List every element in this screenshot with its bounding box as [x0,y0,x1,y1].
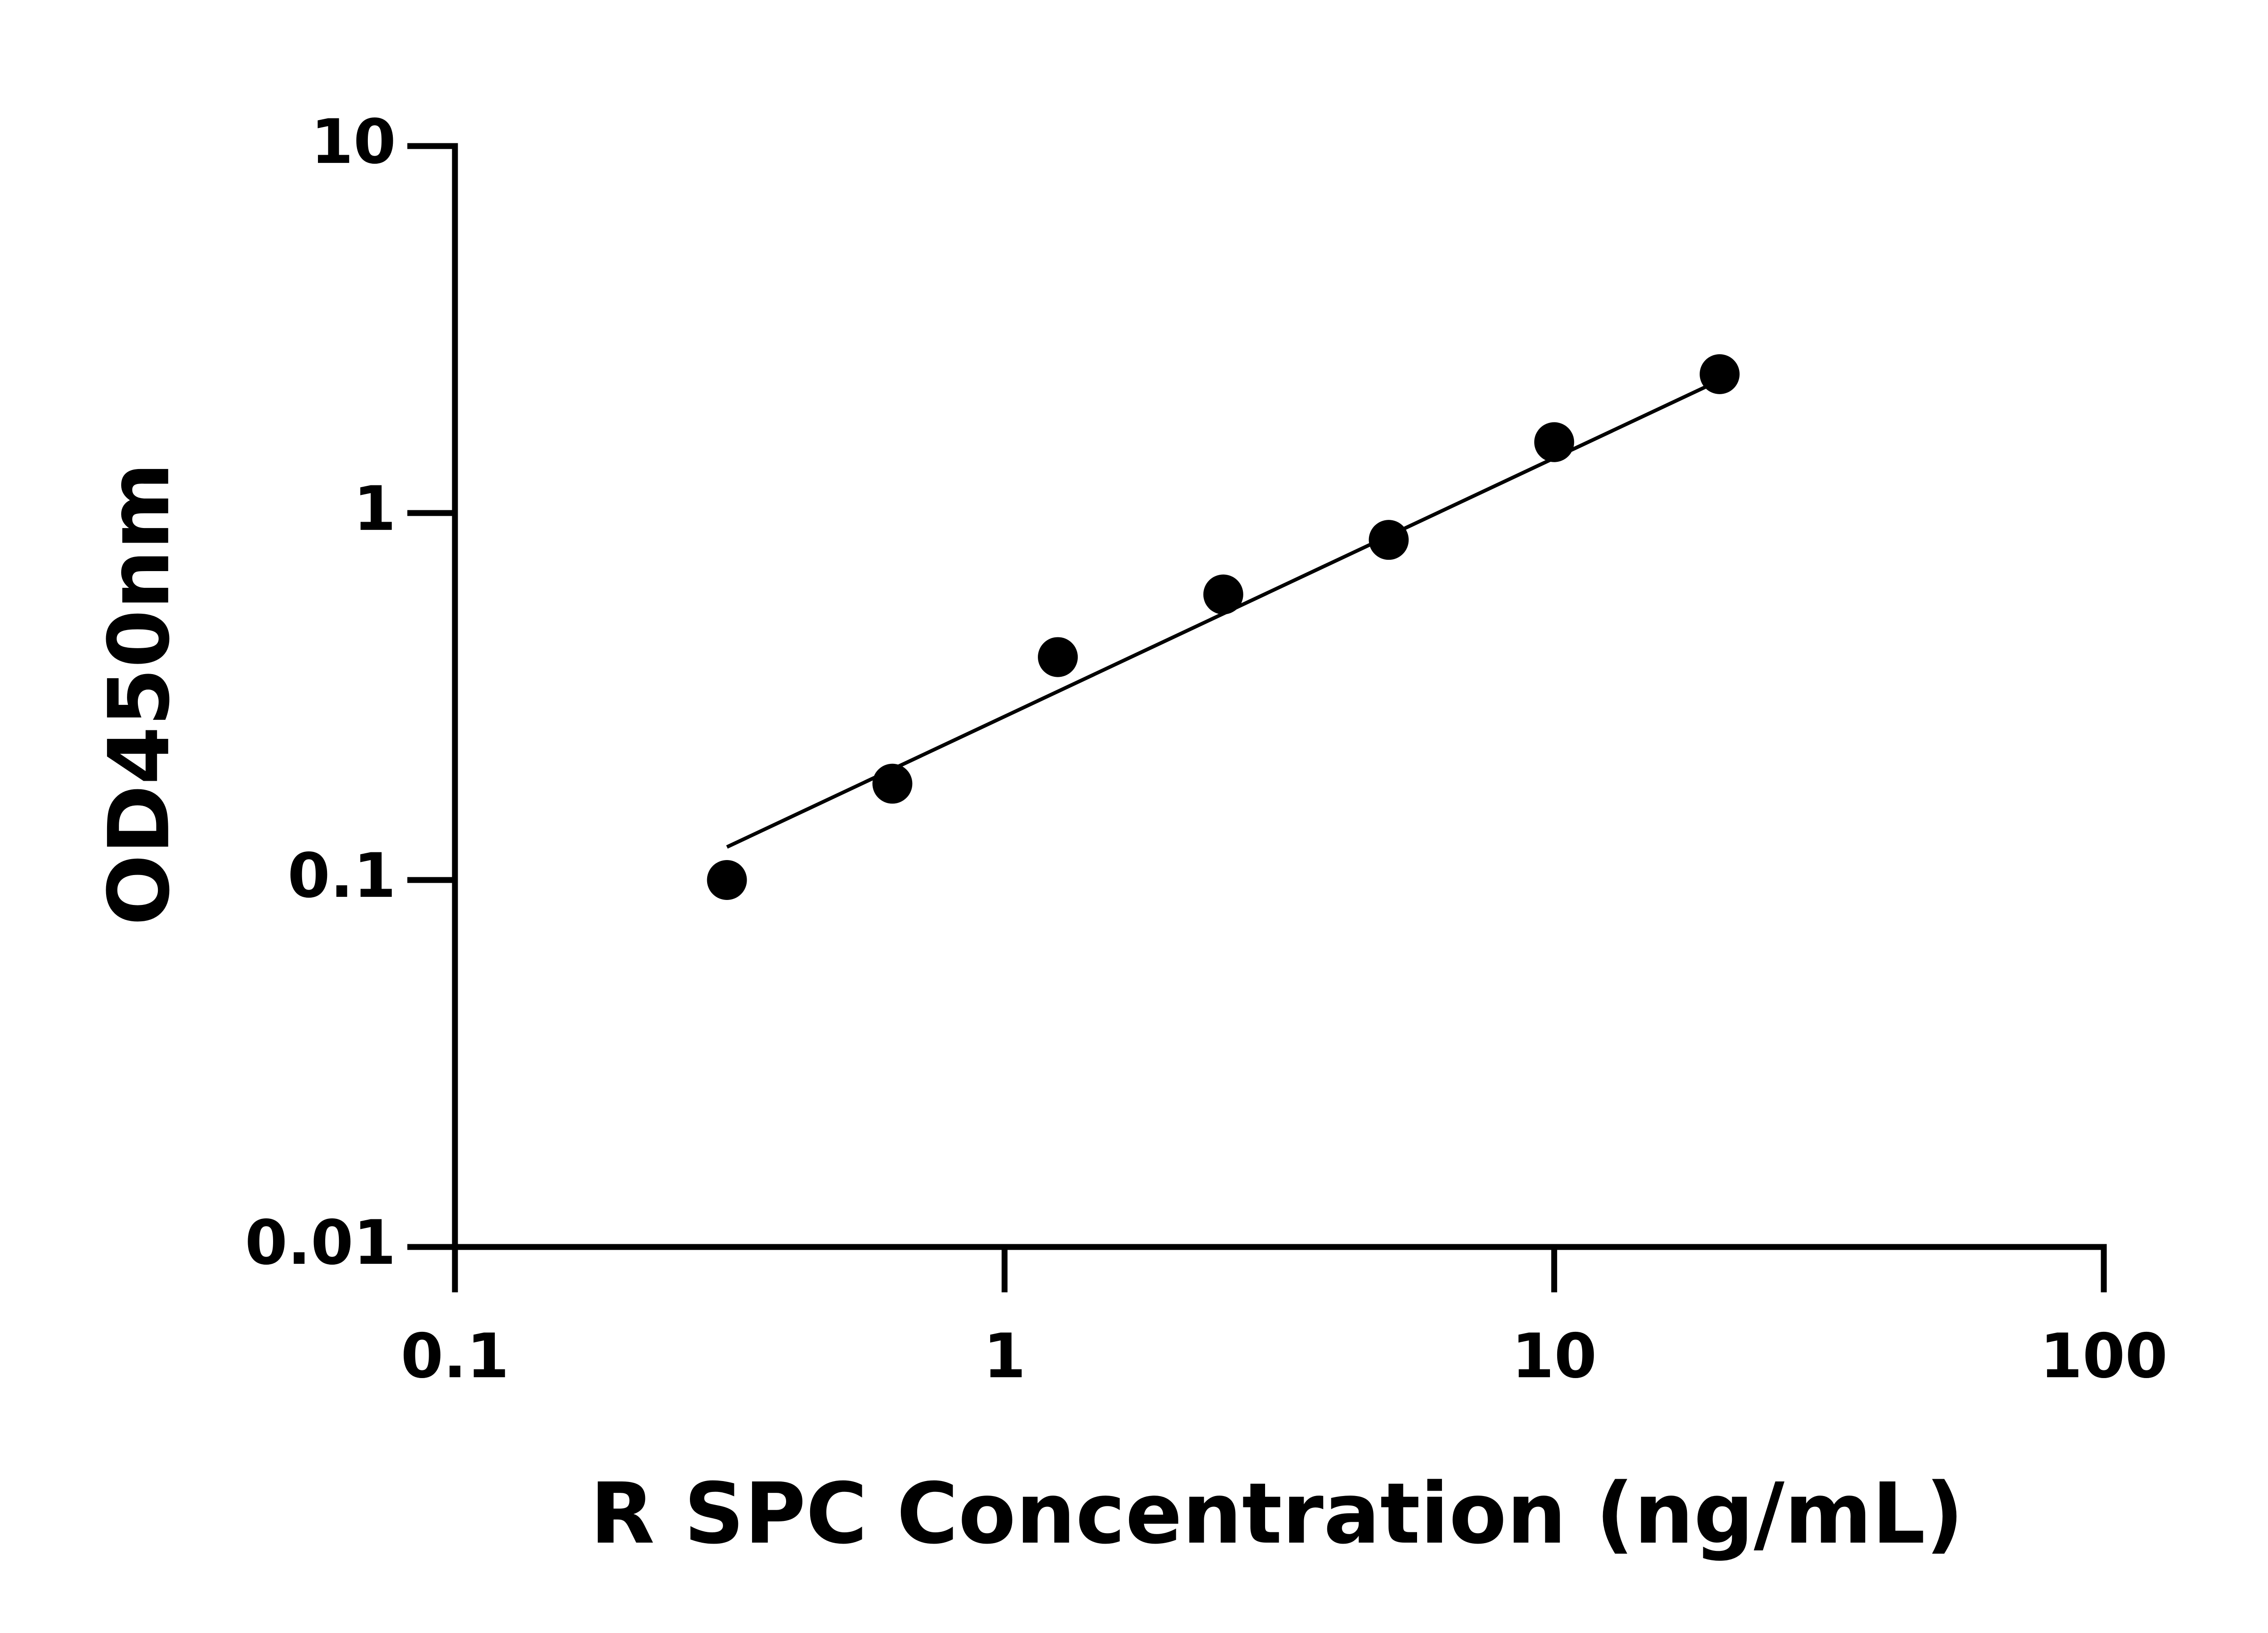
y-tick-label: 0.01 [245,1207,396,1278]
data-point [1700,354,1740,394]
data-point [1369,520,1409,560]
x-tick-label: 100 [2040,1320,2168,1392]
x-tick-label: 10 [1511,1320,1597,1392]
data-point [1038,637,1078,677]
y-tick-label: 1 [353,473,396,544]
y-tick-label: 10 [311,106,396,177]
y-axis-title: OD450nm [90,462,188,925]
y-tick-label: 0.1 [288,840,396,911]
x-axis-title: R SPC Concentration (ng/mL) [590,1465,1964,1563]
data-point [1203,574,1243,615]
x-tick-label: 1 [983,1320,1026,1392]
x-tick-label: 0.1 [401,1320,509,1392]
data-point [872,763,913,804]
data-point [1534,422,1574,462]
data-point [707,860,747,900]
